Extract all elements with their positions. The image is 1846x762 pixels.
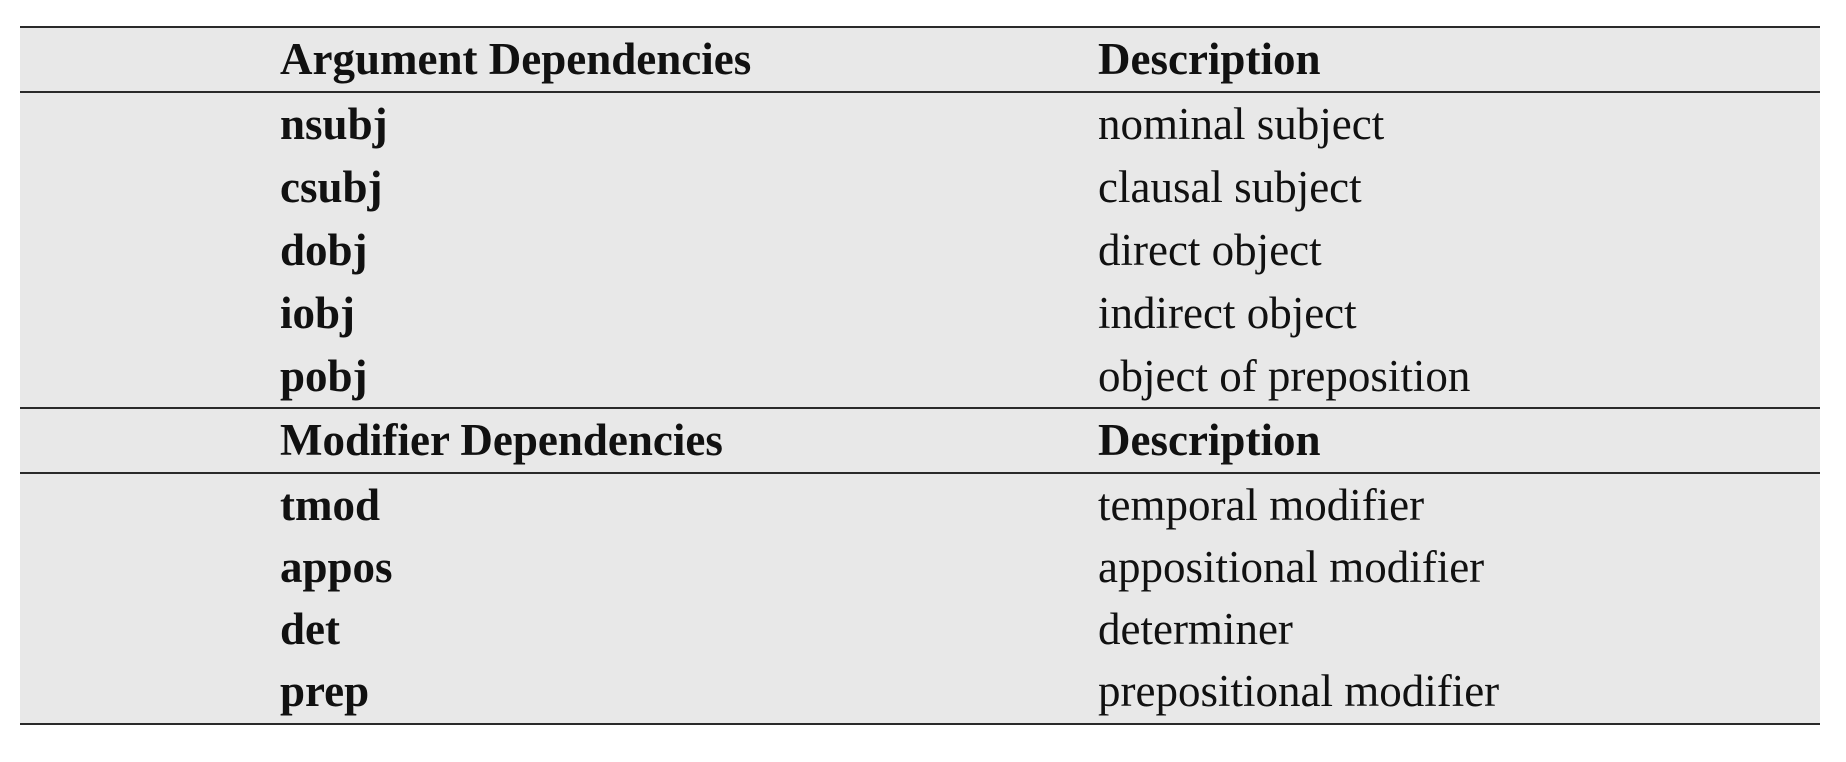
- table-row: appos appositional modifier: [20, 536, 1820, 598]
- dependency-name: csubj: [280, 162, 383, 212]
- section-header-modifier: Modifier Dependencies Description: [20, 409, 1820, 471]
- dependency-name: nsubj: [280, 99, 388, 149]
- dependency-description: nominal subject: [1098, 99, 1385, 149]
- dependency-description: indirect object: [1098, 288, 1357, 338]
- dependency-name: prep: [280, 666, 370, 716]
- dependency-description: clausal subject: [1098, 162, 1362, 212]
- dependency-name: iobj: [280, 288, 356, 338]
- header-rule-modifier: [20, 472, 1820, 474]
- dependency-description: determiner: [1098, 604, 1293, 654]
- section-divider-rule: [20, 407, 1820, 409]
- table-row: prep prepositional modifier: [20, 660, 1820, 722]
- table-top-rule: [20, 26, 1820, 28]
- table-row: iobj indirect object: [20, 282, 1820, 344]
- table-bottom-rule: [20, 723, 1820, 725]
- table-row: csubj clausal subject: [20, 156, 1820, 218]
- dependency-name: dobj: [280, 225, 368, 275]
- dependency-description: object of preposition: [1098, 351, 1471, 401]
- dependency-description: temporal modifier: [1098, 480, 1425, 530]
- section-header-title: Argument Dependencies: [280, 34, 752, 84]
- table-row: pobj object of preposition: [20, 345, 1820, 407]
- section-header-argument: Argument Dependencies Description: [20, 28, 1820, 90]
- table-row: tmod temporal modifier: [20, 474, 1820, 536]
- header-rule-argument: [20, 91, 1820, 93]
- table-row: dobj direct object: [20, 219, 1820, 281]
- dependency-name: det: [280, 604, 340, 654]
- section-header-description: Description: [1098, 415, 1321, 465]
- table-row: det determiner: [20, 598, 1820, 660]
- dependency-description: prepositional modifier: [1098, 666, 1500, 716]
- dependency-description: direct object: [1098, 225, 1322, 275]
- dependency-name: pobj: [280, 351, 368, 401]
- section-header-description: Description: [1098, 34, 1321, 84]
- dependency-name: appos: [280, 542, 393, 592]
- dependency-description: appositional modifier: [1098, 542, 1485, 592]
- dependency-table: [20, 27, 1820, 725]
- section-header-title: Modifier Dependencies: [280, 415, 723, 465]
- dependency-name: tmod: [280, 480, 380, 530]
- table-row: nsubj nominal subject: [20, 93, 1820, 155]
